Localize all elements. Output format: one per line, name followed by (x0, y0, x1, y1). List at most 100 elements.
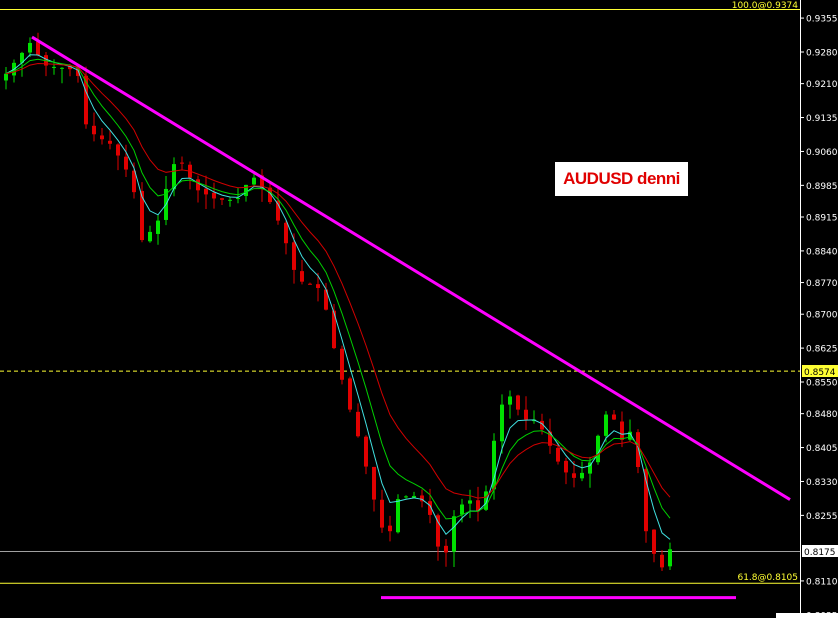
y-tick-label: 0.8110 (806, 577, 838, 587)
candle-body (508, 396, 512, 405)
candle-body (220, 198, 224, 200)
levels-layer (0, 8, 800, 584)
candle-body (140, 190, 144, 241)
candle-body (132, 170, 136, 193)
candle-body (116, 144, 120, 156)
bid-price-badge (802, 545, 838, 557)
candle-body (308, 283, 312, 285)
candle-body (628, 431, 632, 440)
candle-body (212, 192, 216, 199)
y-tick-label: 0.8770 (806, 279, 838, 289)
candle-body (420, 495, 424, 502)
candle-body (284, 222, 288, 244)
candle-body (4, 73, 8, 81)
candle-body (404, 496, 408, 498)
fib-618-label: 61.8@0.8105 (737, 573, 798, 583)
current-price-badge (802, 365, 838, 377)
candle-body (36, 41, 40, 56)
y-tick-label: 0.8550 (806, 379, 838, 389)
candle-body (92, 125, 96, 135)
price-axis[interactable]: 0.9355 0.9280 0.9210 0.9135 0.9060 0.8985 0.89… (800, 15, 838, 618)
candle-body (444, 545, 448, 553)
y-tick-label: 0.8330 (806, 478, 838, 488)
candle-body (252, 177, 256, 185)
candle-body (196, 179, 200, 191)
candle-body (396, 499, 400, 533)
y-tick-label: 0.9135 (806, 114, 838, 124)
candle-body (148, 231, 152, 242)
y-tick-label: 0.9280 (806, 48, 838, 58)
candle-body (236, 198, 240, 200)
descending-trendline (31, 35, 791, 501)
candle-body (652, 529, 656, 554)
y-tick-label: 0.8480 (806, 410, 838, 420)
candle-body (580, 472, 584, 479)
y-tick-label: 0.8405 (806, 444, 838, 454)
drawings-layer (31, 35, 791, 600)
candle-body (484, 491, 488, 510)
candle-body (452, 516, 456, 552)
chart-title-box: AUDUSD denni (555, 162, 688, 196)
candle-body (604, 414, 608, 436)
candle-body (332, 310, 336, 349)
y-tick-label: 0.9060 (806, 148, 838, 158)
candle-body (84, 75, 88, 125)
moving-averages-layer (5, 54, 671, 540)
candle-body (124, 156, 128, 170)
y-tick-label: 0.8625 (806, 345, 838, 355)
candle-body (588, 462, 592, 474)
candle-body (60, 67, 64, 69)
candle-body (100, 135, 104, 140)
candle-body (564, 460, 568, 473)
candle-body (52, 66, 56, 68)
candle-body (492, 440, 496, 490)
candle-body (436, 515, 440, 547)
candle-body (428, 501, 432, 515)
candle-body (596, 435, 600, 463)
candle-body (668, 549, 672, 567)
candle-body (556, 447, 560, 462)
candle-body (340, 348, 344, 380)
time-cursor-box (776, 613, 838, 618)
candle-body (644, 469, 648, 532)
y-tick-label: 0.8700 (806, 311, 838, 321)
candle-body (244, 184, 248, 196)
chart-title: AUDUSD denni (563, 169, 680, 188)
candle-body (620, 421, 624, 440)
candle-body (372, 466, 376, 500)
fib-100-label: 100.0@0.9374 (732, 1, 799, 11)
candle-body (324, 289, 328, 310)
candle-body (476, 500, 480, 512)
candles-layer (4, 32, 672, 572)
y-tick-label: 0.8840 (806, 247, 838, 257)
y-tick-label: 0.8985 (806, 182, 838, 192)
candle-body (268, 187, 272, 203)
candle-body (180, 162, 184, 164)
candle-body (460, 504, 464, 515)
candle-body (548, 431, 552, 446)
candle-body (20, 52, 24, 63)
candle-body (612, 414, 616, 420)
candle-body (228, 199, 232, 201)
y-tick-label: 0.9210 (806, 80, 838, 90)
moving-average-4 (5, 54, 671, 540)
candle-body (348, 378, 352, 410)
candle-body (356, 411, 360, 437)
candle-body (500, 404, 504, 442)
moving-average-12 (5, 62, 671, 499)
candle-body (276, 200, 280, 221)
y-tick-label: 0.8255 (806, 512, 838, 522)
candle-body (412, 495, 416, 498)
candle-body (540, 420, 544, 430)
candle-body (380, 499, 384, 528)
candle-body (636, 432, 640, 468)
candle-body (572, 473, 576, 478)
y-tick-label: 0.9355 (806, 15, 838, 25)
candle-body (524, 409, 528, 420)
candle-body (292, 242, 296, 270)
candle-body (388, 525, 392, 532)
candle-body (156, 220, 160, 234)
candle-body (172, 164, 176, 190)
candle-body (468, 500, 472, 504)
